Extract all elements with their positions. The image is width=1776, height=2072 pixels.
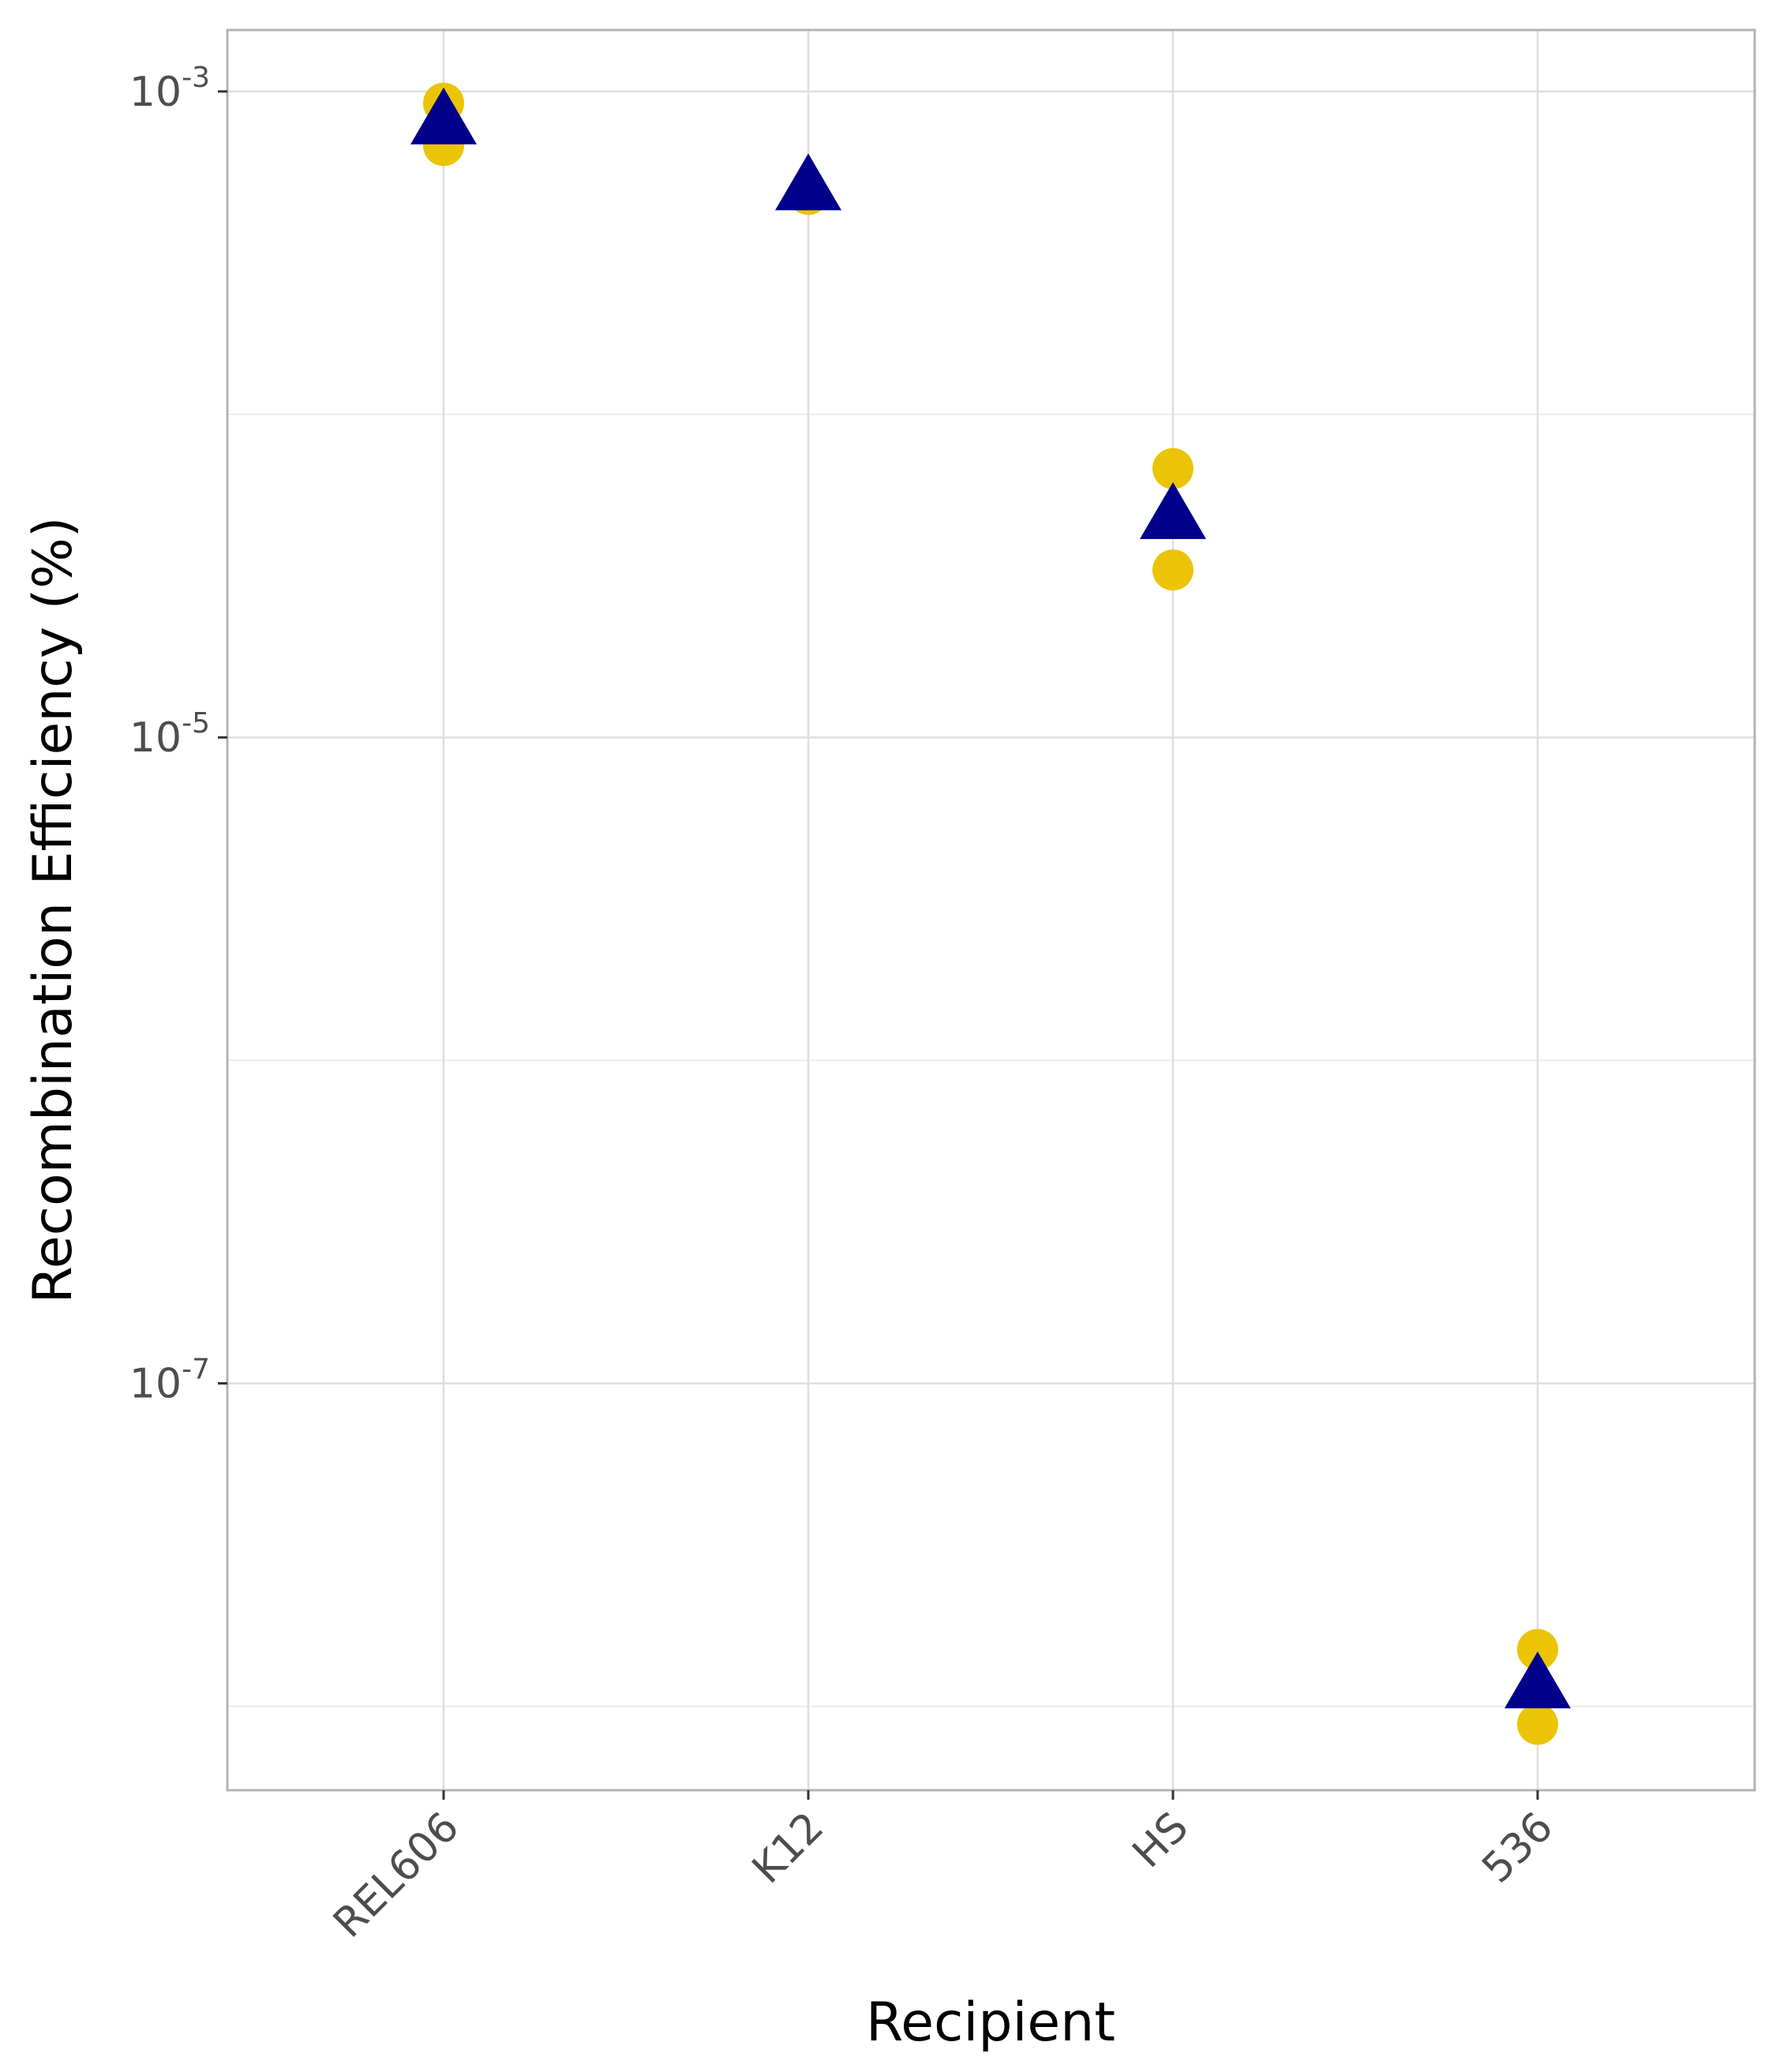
- x-axis-title: Recipient: [866, 1991, 1115, 2054]
- data-point-circle: [1517, 1703, 1558, 1745]
- data-point-circle: [1517, 1628, 1558, 1670]
- x-tick-label: 536: [1474, 1804, 1563, 1893]
- data-point-circle: [1152, 448, 1193, 489]
- plot-panel-border: [226, 28, 1756, 1792]
- data-point-triangle: [1504, 1651, 1571, 1709]
- y-axis-title: Recombination Efficiency (%): [22, 517, 84, 1304]
- y-tick-label: 10-3: [129, 62, 210, 116]
- data-point-triangle: [410, 87, 477, 144]
- data-point-triangle: [1140, 481, 1206, 539]
- x-tick-label: K12: [744, 1804, 833, 1893]
- data-point-circle: [1152, 549, 1193, 591]
- y-axis-tick-labels: 10-3 10-5 10-7: [129, 62, 227, 1408]
- data-point-triangle: [775, 153, 841, 211]
- grid: [227, 30, 1755, 1790]
- x-tick-label: HS: [1124, 1804, 1197, 1877]
- x-tick-label: REL606: [324, 1804, 468, 1947]
- y-tick-label: 10-7: [129, 1354, 210, 1408]
- y-tick-label: 10-5: [129, 707, 210, 762]
- data-points: [410, 82, 1571, 1745]
- x-axis-tick-labels: REL606 K12 HS 536: [324, 1790, 1562, 1947]
